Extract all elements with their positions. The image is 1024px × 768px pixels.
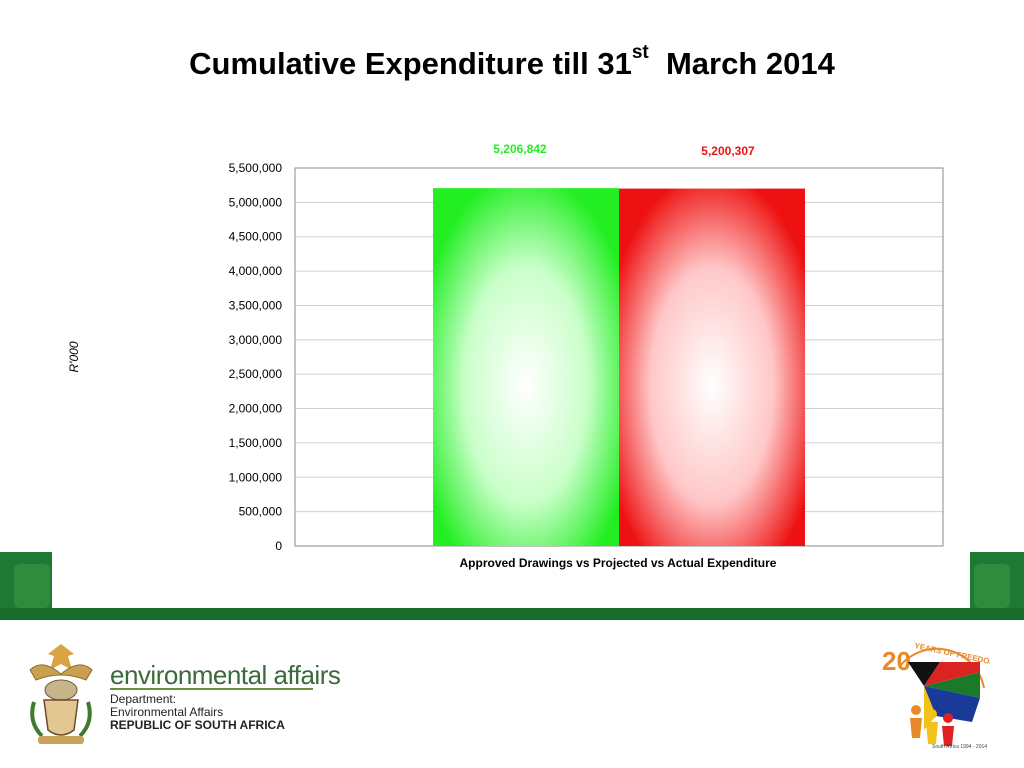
anniversary-sub: South Africa 1994 - 2014 [932, 744, 987, 750]
y-tick-label: 3,500,000 [229, 298, 283, 312]
title-tail: March 2014 [665, 46, 835, 81]
dept-country: REPUBLIC OF SOUTH AFRICA [110, 718, 285, 732]
bar-value-label: 5,206,842 [493, 142, 547, 156]
y-tick-label: 5,500,000 [229, 161, 283, 175]
svg-text:20: 20 [882, 646, 911, 676]
y-tick-label: 500,000 [239, 505, 283, 519]
y-tick-label: 3,000,000 [229, 333, 283, 347]
y-tick-label: 2,500,000 [229, 367, 283, 381]
title-superscript: st [631, 42, 649, 63]
y-tick-label: 4,500,000 [229, 230, 283, 244]
y-axis-ticks: 0 500,000 1,000,000 1,500,000 2,000,000 2,500… [229, 161, 283, 553]
dept-name: environmental affairs [110, 660, 341, 690]
dept-subtitle: Environmental Affairs [110, 705, 224, 719]
y-axis-label: R'000 [67, 341, 81, 372]
bar-green [433, 188, 619, 546]
coat-of-arms-logo [29, 644, 93, 744]
y-tick-label: 4,000,000 [229, 264, 283, 278]
bar-value-label: 5,200,307 [701, 144, 755, 158]
bars [433, 188, 805, 546]
slide-title: Cumulative Expenditure till 31st March 2… [0, 42, 1024, 82]
bar-labels: 5,206,842 5,200,307 [493, 142, 755, 158]
y-tick-label: 1,500,000 [229, 436, 283, 450]
dept-label: Department: [110, 692, 177, 706]
twenty-years-of-freedom-logo: 20 YEARS OF FREEDOM South Africa 1994 - … [882, 641, 990, 750]
chart: 0 500,000 1,000,000 1,500,000 2,000,000 2,500… [67, 142, 944, 570]
y-tick-label: 5,000,000 [229, 195, 283, 209]
dept-divider [110, 688, 313, 690]
y-tick-label: 1,000,000 [229, 470, 283, 484]
y-tick-label: 0 [275, 539, 282, 553]
x-axis-label: Approved Drawings vs Projected vs Actual… [460, 556, 777, 570]
title-main: Cumulative Expenditure till 31 [189, 46, 632, 81]
green-band [0, 552, 1024, 620]
y-tick-label: 2,000,000 [229, 402, 283, 416]
bar-red [619, 188, 805, 546]
